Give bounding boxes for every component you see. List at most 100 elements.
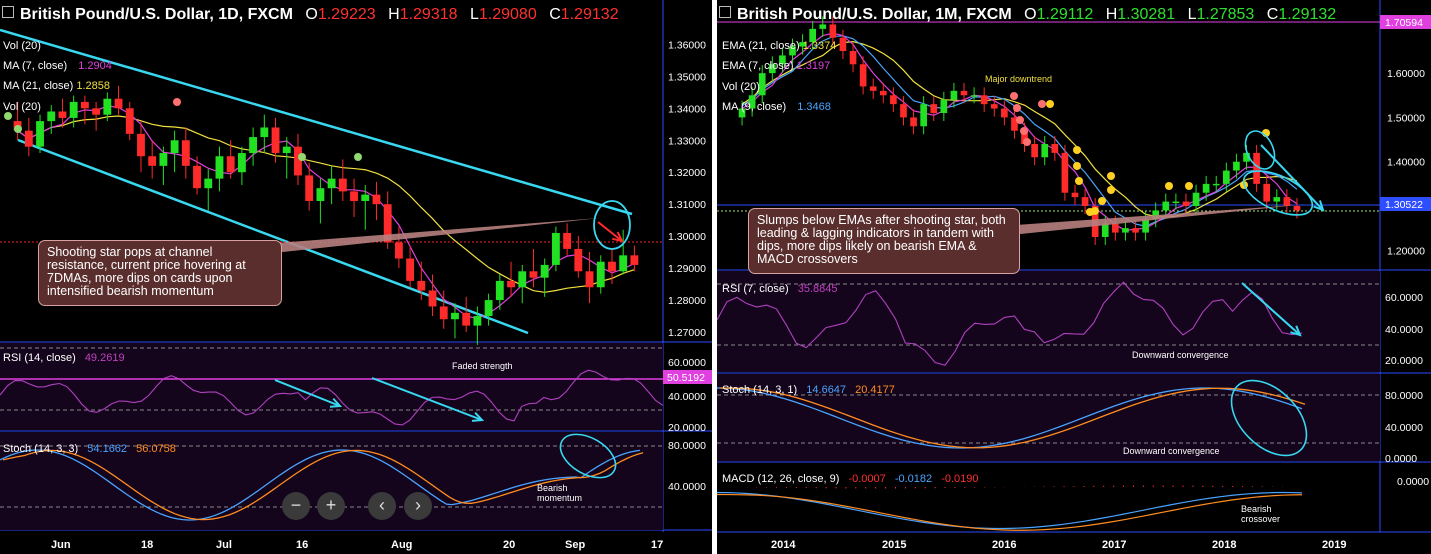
panel-divider [712,0,717,554]
candle-body [406,258,415,281]
candle-body [159,153,168,166]
candle-body-2 [789,46,796,56]
rsi-tick-label-2: 20.0000 [1385,355,1423,367]
collapse-icon[interactable] [2,6,14,18]
ma21-indicator[interactable]: MA (21, close) 1.2858 [3,80,110,92]
ma9-indicator[interactable]: MA (9, close) 1.3468 [722,101,831,113]
candle-body [237,153,246,173]
scroll-forward-button[interactable]: › [404,492,432,520]
macd-indicator[interactable]: MACD (12, 26, close, 9) -0.0007 -0.0182 … [722,473,979,485]
price-tick-label: 1.28000 [668,295,706,307]
candle-body [540,264,549,278]
macd-hist-value: -0.0007 [848,473,886,485]
rsi-tick-label: 40.0000 [668,391,706,403]
stoch-tick-label: 40.0000 [668,481,706,493]
candle-body-2 [809,28,816,43]
ma7-indicator[interactable]: MA (7, close) 1.2904 [3,60,112,72]
time-tick-label: Jul [216,539,232,551]
candle-body [294,146,302,176]
shooting-star-arrow-head [612,231,624,243]
candle-body [282,146,291,154]
stoch-annotation: Bearish momentum [537,483,597,503]
candle-body-2 [869,86,877,91]
volume-indicator-label[interactable]: Vol (20) [3,40,41,52]
candle-body-2 [1223,170,1230,184]
candle-body [630,255,639,265]
rsi-arrow-2 [371,377,483,421]
open-value: 1.29223 [317,6,376,23]
ma9-label: MA (9, close) [722,101,787,113]
pattern-marker-2 [1107,186,1115,194]
daily-chart-header: British Pound/U.S. Dollar, 1D, FXCM O1.2… [2,6,619,24]
candle-body [305,175,314,201]
stoch-indicator[interactable]: Stoch (14, 3, 3) 54.1662 56.0758 [3,443,176,455]
monthly-chart-header: British Pound/U.S. Dollar, 1M, FXCM O1.2… [719,6,1336,24]
monthly-chart-panel[interactable]: 1.600001.500001.400001.300001.2000020142… [717,0,1431,554]
pattern-marker-2 [1023,138,1031,146]
ma7-line [17,105,635,320]
candle-body-2 [1142,219,1149,233]
candle-body [596,261,605,288]
daily-analysis-note: Shooting star pops at channel resistance… [38,240,282,306]
candle-body-2 [1253,152,1260,184]
close-label-2: C [1266,6,1279,23]
stoch-tick-label: 80.0000 [668,440,706,452]
downtrend-arrow [1260,144,1324,211]
candle-body [36,121,44,147]
pattern-marker [298,153,306,161]
candle-body-2 [950,90,958,100]
candle-body-2 [960,90,968,96]
candle-body-2 [980,95,988,105]
rsi-label: RSI (14, close) [3,352,76,364]
candle-body-2 [910,117,917,127]
high-label-2: H [1105,6,1118,23]
left-time-axis-bg [0,532,712,554]
high-badge-bg [1380,15,1431,29]
channel-resistance-line [0,28,633,216]
candle-body [69,101,78,118]
shooting-star-circle [593,200,631,250]
candle-body-2 [1243,152,1250,162]
pattern-marker [354,153,362,161]
stoch-tick-label-2: 40.0000 [1385,422,1423,434]
stoch-indicator-2[interactable]: Stoch (14, 3, 1) 14.6647 20.4177 [722,384,895,396]
candle-body [383,204,392,243]
candle-body [462,312,471,326]
macd-annotation: Bearish crossover [1241,504,1281,524]
candle-body-2 [930,104,938,113]
candle-body-2 [1011,117,1018,131]
high-value-2: 1.30281 [1117,6,1176,23]
candle-body [585,271,594,288]
daily-chart-panel[interactable]: 1.36000 1.35000 1.34000 1.33000 1.32000 1.310… [0,0,712,554]
candle-body-2 [758,73,766,96]
rsi-indicator-2[interactable]: RSI (7, close) 35.8845 [722,283,837,295]
macd-line [717,491,1303,530]
rsi-indicator[interactable]: RSI (14, close) 49.2619 [3,352,125,364]
collapse-icon-2[interactable] [719,6,731,18]
ema21-indicator[interactable]: EMA (21, close) 1.3374 [722,40,836,52]
candle-body [148,156,157,166]
volume-indicator-label-2[interactable]: Vol (20) [3,101,41,113]
ma21-label: MA (21, close) [3,80,74,92]
candle-body-2 [1132,228,1139,233]
candle-body-2 [1233,161,1240,171]
time-tick-label: 18 [141,539,153,551]
ema7-label: EMA (7, close) [722,60,794,72]
price-badge-bg [1380,197,1431,211]
daily-chart-canvas[interactable]: 1.36000 1.35000 1.34000 1.33000 1.32000 1.310… [0,0,712,554]
zoom-in-button[interactable]: + [317,492,345,520]
volume-indicator-label-3[interactable]: Vol (20) [722,81,760,93]
price-tick-label: 1.31000 [668,199,706,211]
price-tick-label-2: 1.40000 [1387,157,1425,169]
stoch-pane-bg-2 [717,374,1380,461]
dip-circle [1242,170,1314,216]
stoch-k-value: 54.1662 [87,443,128,455]
scroll-back-button[interactable]: ‹ [368,492,396,520]
candle-body [226,156,235,173]
zoom-out-button[interactable]: − [282,492,310,520]
candle-body-2 [839,37,847,51]
monthly-chart-canvas[interactable]: 1.600001.500001.400001.300001.2000020142… [717,0,1431,554]
ema7-indicator[interactable]: EMA (7, close) 1.3197 [722,60,830,72]
stoch-tick-label-2: 80.0000 [1385,390,1423,402]
high-badge-label: 1.70594 [1385,17,1423,29]
